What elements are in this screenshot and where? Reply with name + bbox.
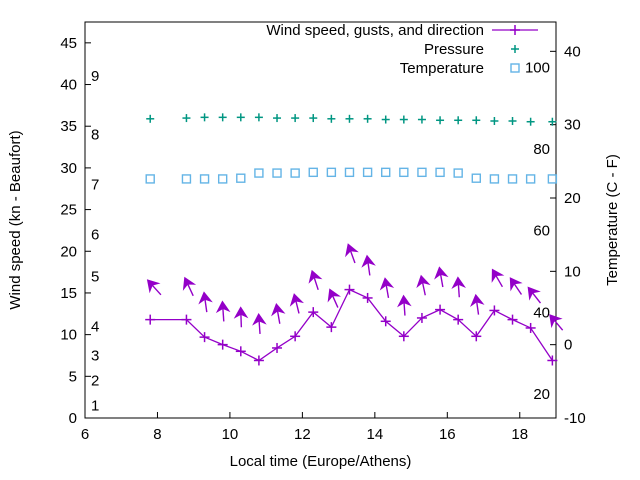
wind-direction-arrow-icon (252, 312, 267, 334)
y-axis-tick-label: 35 (60, 118, 77, 135)
fahrenheit-scale-label: 80 (533, 141, 550, 158)
wind-direction-arrow-icon (345, 243, 359, 264)
legend-label-1: Pressure (424, 41, 484, 58)
y2-axis-tick-label: 10 (564, 263, 581, 280)
y-axis-tick-label: 30 (60, 160, 77, 177)
y-axis-tick-label: 0 (69, 410, 77, 427)
y2-axis-tick-label: 20 (564, 190, 581, 207)
legend-label-2: Temperature (400, 60, 484, 77)
temperature-marker (344, 167, 355, 178)
temperature-marker (199, 174, 210, 184)
y2-axis-tick-label: 0 (564, 337, 572, 354)
wind-direction-arrow-icon (470, 293, 485, 315)
beaufort-scale-label: 9 (91, 68, 99, 85)
wind-direction-arrow-icon (215, 300, 231, 322)
beaufort-scale-label: 6 (91, 227, 99, 244)
wind-direction-arrow-icon (527, 286, 542, 304)
temperature-marker (399, 167, 409, 178)
temperature-marker (547, 174, 558, 184)
temperature-marker (272, 168, 282, 178)
fahrenheit-scale-label: 20 (533, 386, 550, 403)
y-axis-tick-label: 25 (60, 202, 77, 219)
wind-direction-arrow-icon (198, 291, 213, 313)
y-axis-tick-label: 10 (60, 327, 77, 344)
temperature-marker (236, 173, 246, 183)
temperature-marker (507, 174, 518, 184)
temperature-marker (290, 168, 300, 178)
wind-direction-arrow-icon (416, 274, 431, 296)
legend-sample-marker (510, 63, 520, 73)
y-axis-tick-label: 20 (60, 243, 77, 260)
beaufort-scale-label: 8 (91, 127, 99, 144)
temperature-marker (381, 167, 391, 178)
x-axis-tick-label: 18 (511, 426, 528, 443)
plot-frame (84, 21, 557, 419)
y-axis-title: Wind speed (kn - Beaufort) (7, 130, 24, 309)
wind-direction-arrow-icon (327, 288, 341, 308)
temperature-marker (145, 174, 155, 184)
temperature-marker (326, 167, 337, 178)
y2-axis-tick-label: 30 (564, 117, 581, 134)
temperature-marker (489, 174, 500, 184)
y2-axis-tick-label: 40 (564, 43, 581, 60)
y2-axis-title: Temperature (C - F) (604, 154, 621, 286)
wind-direction-arrow-icon (361, 254, 376, 276)
fahrenheit-scale-label: 40 (533, 304, 550, 321)
temperature-marker (362, 167, 373, 178)
x-axis-tick-label: 12 (294, 426, 311, 443)
beaufort-scale-label: 3 (91, 347, 99, 364)
y-axis-tick-label: 15 (60, 285, 77, 302)
temperature-marker (217, 174, 228, 184)
wind-speed-line (150, 288, 553, 362)
temperature-marker (254, 168, 264, 178)
temperature-marker (181, 174, 192, 184)
y-axis-tick-label: 40 (60, 77, 77, 94)
temperature-marker (308, 167, 318, 178)
wind-direction-arrow-icon (491, 268, 505, 288)
beaufort-scale-label: 2 (91, 372, 99, 389)
wind-direction-arrow-icon (509, 277, 523, 295)
wind-direction-arrow-icon (451, 276, 466, 298)
fahrenheit-scale-label: 100 (525, 59, 550, 76)
wind-direction-arrow-icon (271, 303, 286, 324)
beaufort-scale-label: 1 (91, 397, 99, 414)
temperature-marker (435, 167, 445, 178)
wind-direction-arrow-icon (182, 276, 197, 297)
temperature-marker (417, 167, 427, 178)
wind-direction-arrow-icon (397, 294, 412, 316)
x-axis-tick-label: 10 (222, 426, 239, 443)
y-axis-tick-label: 5 (69, 368, 77, 385)
beaufort-scale-label: 4 (91, 318, 99, 335)
wind-direction-arrow-icon (308, 269, 323, 291)
temperature-marker (453, 168, 463, 178)
wind-direction-arrow-icon (289, 293, 304, 314)
x-axis-title: Local time (Europe/Athens) (230, 453, 412, 470)
temperature-marker (525, 174, 536, 184)
wind-direction-arrow-icon (233, 306, 249, 328)
x-axis-tick-label: 16 (439, 426, 456, 443)
wind-direction-arrow-icon (146, 279, 162, 296)
wind-direction-arrow-icon (434, 266, 449, 288)
temperature-marker (471, 173, 481, 183)
x-axis-tick-label: 14 (367, 426, 384, 443)
wind-direction-arrow-icon (379, 277, 395, 298)
y-axis-tick-label: 45 (60, 35, 77, 52)
beaufort-scale-label: 7 (91, 177, 99, 194)
y2-axis-tick-label: -10 (564, 410, 586, 427)
fahrenheit-scale-label: 60 (533, 222, 550, 239)
wind-direction-arrow-icon (549, 314, 564, 331)
x-axis-tick-label: 6 (81, 426, 89, 443)
x-axis-tick-label: 8 (153, 426, 161, 443)
beaufort-scale-label: 5 (91, 268, 99, 285)
legend-label-0: Wind speed, gusts, and direction (266, 22, 484, 39)
